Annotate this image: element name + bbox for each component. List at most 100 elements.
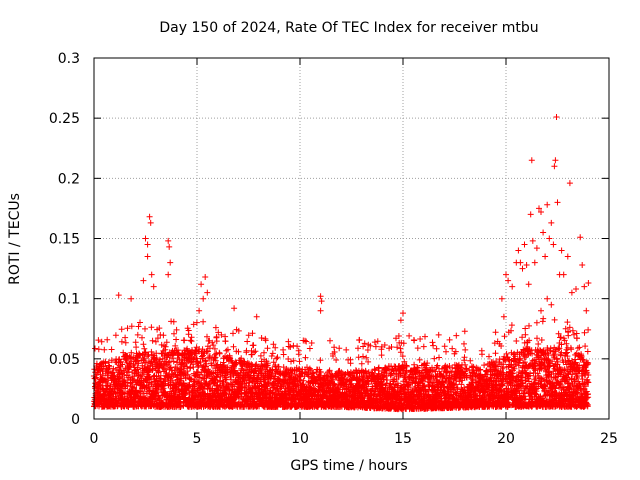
data-point bbox=[121, 367, 128, 374]
data-point bbox=[147, 362, 154, 369]
data-point bbox=[492, 329, 499, 336]
data-point bbox=[252, 348, 259, 355]
data-point bbox=[155, 369, 162, 376]
data-point bbox=[431, 355, 438, 362]
data-point bbox=[206, 353, 213, 359]
data-point bbox=[110, 365, 117, 372]
data-point bbox=[430, 342, 437, 349]
data-point bbox=[118, 326, 125, 333]
data-point bbox=[204, 348, 211, 355]
data-point bbox=[287, 344, 294, 350]
data-point bbox=[197, 359, 204, 366]
data-point bbox=[204, 333, 210, 340]
data-point bbox=[212, 324, 219, 331]
data-point bbox=[441, 343, 448, 350]
data-point bbox=[280, 351, 287, 358]
data-point bbox=[414, 345, 421, 352]
data-point bbox=[453, 332, 460, 339]
data-point bbox=[308, 340, 315, 346]
data-point bbox=[119, 371, 126, 378]
data-point bbox=[200, 318, 207, 325]
data-point bbox=[168, 367, 175, 374]
data-point bbox=[479, 351, 485, 358]
data-point bbox=[274, 354, 281, 361]
data-point bbox=[211, 345, 218, 352]
data-point bbox=[149, 337, 156, 344]
data-point bbox=[223, 347, 230, 354]
data-point bbox=[411, 337, 418, 344]
data-point bbox=[461, 354, 468, 361]
data-point bbox=[443, 348, 449, 355]
data-point bbox=[203, 360, 210, 367]
data-point bbox=[250, 342, 257, 349]
data-point bbox=[148, 324, 155, 331]
data-point bbox=[118, 367, 124, 374]
data-point bbox=[356, 336, 363, 343]
data-point bbox=[200, 375, 207, 382]
data-point bbox=[162, 343, 169, 350]
data-point bbox=[333, 357, 340, 363]
data-point bbox=[190, 321, 197, 328]
data-point bbox=[134, 331, 141, 338]
data-point bbox=[153, 355, 160, 362]
data-point bbox=[317, 357, 324, 364]
data-point bbox=[343, 346, 350, 353]
data-point bbox=[435, 331, 442, 338]
data-point bbox=[213, 338, 220, 345]
data-point bbox=[163, 339, 170, 346]
data-point bbox=[358, 360, 365, 367]
data-point bbox=[128, 323, 135, 330]
data-point bbox=[178, 375, 185, 382]
data-point bbox=[171, 330, 177, 337]
data-point bbox=[104, 372, 111, 379]
data-point bbox=[141, 345, 148, 352]
data-point bbox=[216, 350, 223, 357]
data-point bbox=[406, 332, 413, 339]
data-point bbox=[102, 360, 109, 367]
data-point bbox=[133, 344, 140, 351]
data-point bbox=[374, 338, 381, 345]
data-point bbox=[462, 346, 469, 353]
data-point bbox=[230, 343, 237, 350]
data-point bbox=[384, 377, 391, 383]
data-point bbox=[134, 366, 141, 373]
data-point bbox=[194, 358, 201, 365]
data-point bbox=[257, 352, 264, 359]
data-point bbox=[184, 371, 191, 378]
data-point bbox=[154, 335, 161, 342]
data-point bbox=[137, 319, 143, 326]
data-point bbox=[146, 367, 152, 374]
data-point bbox=[173, 336, 180, 343]
data-point bbox=[152, 338, 159, 345]
data-point bbox=[105, 362, 112, 369]
data-point bbox=[244, 338, 251, 345]
data-point bbox=[106, 363, 113, 370]
data-point bbox=[372, 343, 379, 350]
data-point bbox=[264, 345, 271, 352]
data-point bbox=[360, 353, 366, 360]
data-point bbox=[140, 341, 147, 348]
data-point bbox=[135, 360, 142, 367]
data-point bbox=[144, 353, 151, 360]
data-point bbox=[153, 350, 160, 357]
data-point bbox=[302, 354, 309, 361]
data-point bbox=[481, 362, 488, 369]
data-point bbox=[165, 359, 172, 366]
data-point bbox=[303, 338, 310, 345]
data-point bbox=[461, 340, 467, 347]
data-point bbox=[416, 356, 423, 363]
data-point bbox=[122, 334, 129, 341]
data-point bbox=[98, 338, 105, 345]
data-point bbox=[104, 336, 111, 343]
data-point bbox=[142, 349, 149, 356]
data-point bbox=[185, 327, 192, 334]
data-point bbox=[156, 325, 163, 332]
data-point bbox=[295, 351, 302, 358]
data-point bbox=[261, 349, 267, 356]
data-point bbox=[193, 319, 200, 326]
data-point bbox=[210, 342, 217, 349]
data-point bbox=[163, 363, 170, 370]
data-point bbox=[195, 362, 202, 369]
data-point bbox=[150, 396, 157, 403]
